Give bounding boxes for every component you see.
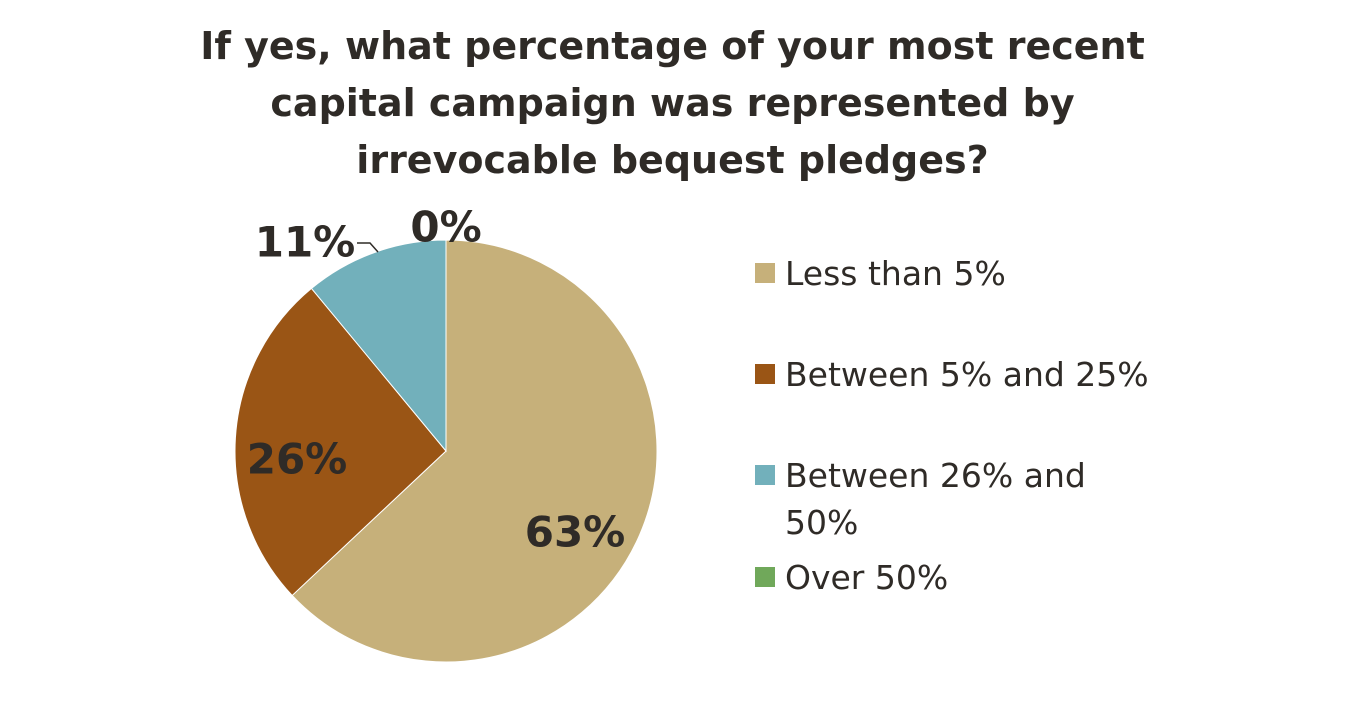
legend-swatch-over-50 xyxy=(755,567,775,587)
chart-title-line-1: If yes, what percentage of your most rec… xyxy=(200,24,1145,68)
pie-data-labels: 63% 26% 11% 0% xyxy=(247,203,626,557)
legend-item-between-5-and-25: Between 5% and 25% xyxy=(755,351,1165,398)
legend-swatch-less-than-5 xyxy=(755,263,775,283)
legend-item-less-than-5: Less than 5% xyxy=(755,250,1165,297)
legend-swatch-between-26-and-50 xyxy=(755,465,775,485)
legend-label-between-5-and-25: Between 5% and 25% xyxy=(785,355,1149,394)
legend-item-between-26-and-50: Between 26% and 50% xyxy=(755,452,1125,546)
chart-title: If yes, what percentage of your most rec… xyxy=(0,18,1345,189)
data-label-3: 0% xyxy=(410,203,481,252)
pie-slices xyxy=(234,239,658,663)
pie-slice-2 xyxy=(310,239,447,453)
chart-title-line-2: capital campaign was represented by xyxy=(270,81,1075,125)
legend-label-less-than-5: Less than 5% xyxy=(785,254,1006,293)
data-label-0: 63% xyxy=(525,508,626,557)
pie-slice-1 xyxy=(234,287,447,597)
leader-line-11 xyxy=(357,242,379,253)
legend-label-over-50: Over 50% xyxy=(785,558,949,597)
data-label-2: 11% xyxy=(255,218,356,267)
legend-item-over-50: Over 50% xyxy=(755,554,1165,601)
legend-label-between-26-and-50: Between 26% and 50% xyxy=(785,456,1086,542)
chart-title-line-3: irrevocable bequest pledges? xyxy=(356,138,989,182)
pie-slice-0 xyxy=(291,239,658,663)
legend-swatch-between-5-and-25 xyxy=(755,364,775,384)
data-label-1: 26% xyxy=(247,435,348,484)
